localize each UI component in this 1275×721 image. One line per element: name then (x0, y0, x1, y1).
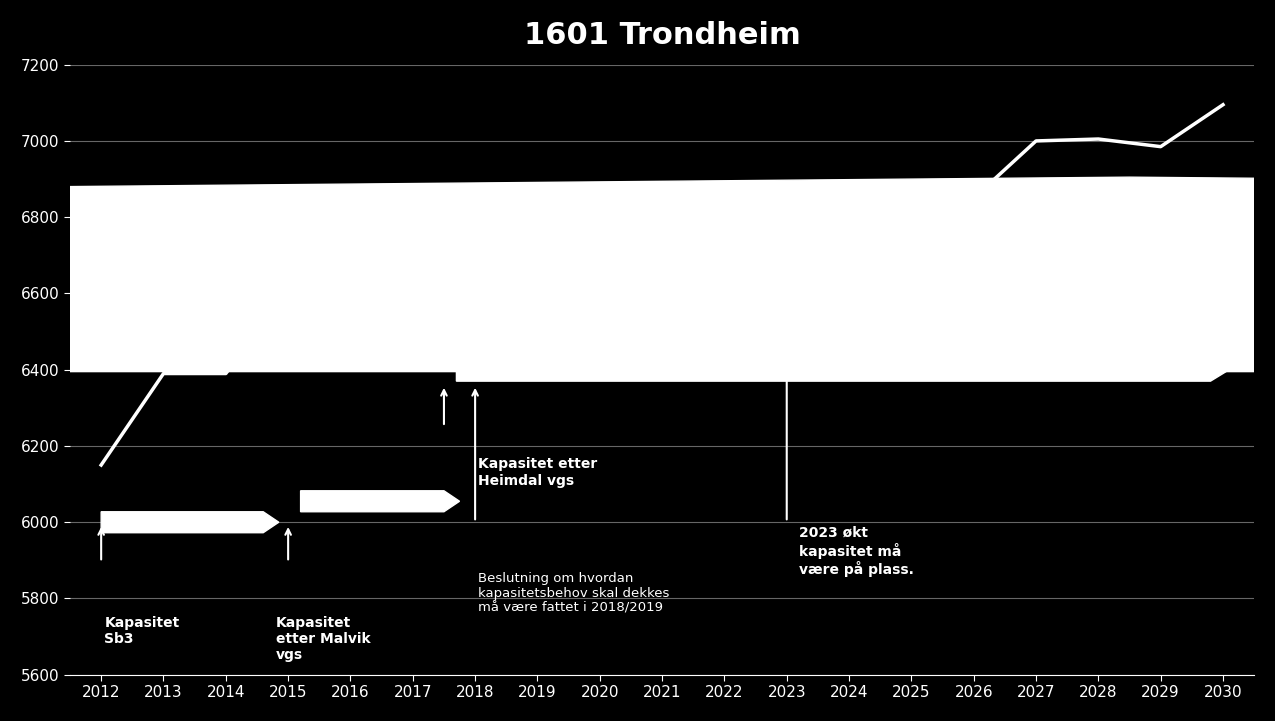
Text: Kapasitet
etter Malvik
vgs: Kapasitet etter Malvik vgs (275, 616, 370, 662)
Text: 2023 økt
kapasitet må
være på plass.: 2023 økt kapasitet må være på plass. (799, 526, 914, 578)
Text: Kapasitet etter
Heimdal vgs: Kapasitet etter Heimdal vgs (478, 457, 598, 487)
Text: Kapasitet
Sb3: Kapasitet Sb3 (105, 616, 180, 646)
FancyArrow shape (456, 362, 1227, 381)
FancyArrow shape (101, 512, 279, 533)
FancyArrow shape (0, 177, 1275, 371)
Text: 2015 –
topp år: 2015 – topp år (301, 202, 363, 236)
FancyArrow shape (301, 491, 459, 512)
Text: Beslutning om hvordan
kapasitetsbehov skal dekkes
må være fattet i 2018/2019: Beslutning om hvordan kapasitetsbehov sk… (478, 572, 669, 615)
Title: 1601 Trondheim: 1601 Trondheim (524, 21, 801, 50)
Text: Gap -
plassbehov: Gap - plassbehov (924, 239, 1021, 272)
